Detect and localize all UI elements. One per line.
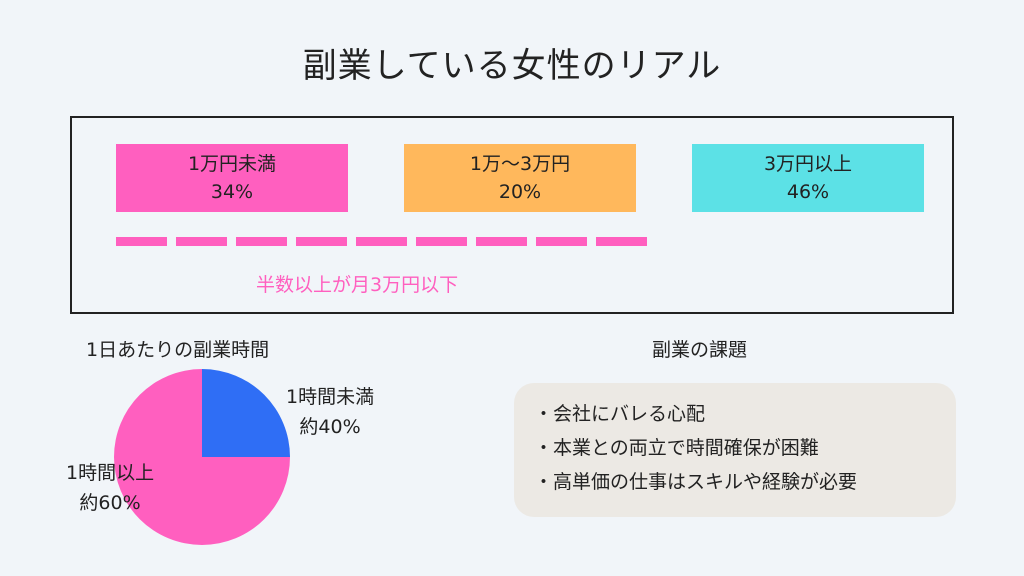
dashed-underline <box>116 237 647 246</box>
issue-item: ・会社にバレる心配 <box>534 403 706 425</box>
income-note: 半数以上が月3万円以下 <box>256 274 459 296</box>
dash-segment <box>236 237 287 246</box>
dash-segment <box>296 237 347 246</box>
bracket-label: 3万円以上 <box>763 153 853 175</box>
income-summary-box: 1万円未満 34% 1万〜3万円 20% 3万円以上 46% 半数以上が月3万円… <box>70 116 954 314</box>
dash-segment <box>596 237 647 246</box>
bracket-value: 20% <box>498 181 542 203</box>
income-bracket-over-30k: 3万円以上 46% <box>692 144 924 212</box>
issue-item: ・高単価の仕事はスキルや経験が必要 <box>534 471 858 493</box>
dash-segment <box>416 237 467 246</box>
dash-segment <box>356 237 407 246</box>
dash-segment <box>536 237 587 246</box>
pie-label-text: 1時間未満 <box>286 386 375 408</box>
pie-label-over-1h: 1時間以上 約60% <box>66 458 154 518</box>
hours-pie-chart <box>114 369 290 545</box>
issues-title: 副業の課題 <box>652 339 748 361</box>
pie-slice-0 <box>202 369 290 457</box>
dash-segment <box>116 237 167 246</box>
bracket-value: 34% <box>210 181 254 203</box>
income-bracket-10k-30k: 1万〜3万円 20% <box>404 144 636 212</box>
pie-label-under-1h: 1時間未満 約40% <box>286 382 374 442</box>
pie-slice-1 <box>114 369 290 545</box>
bracket-label: 1万〜3万円 <box>469 153 571 175</box>
bracket-value: 46% <box>786 181 830 203</box>
dash-segment <box>476 237 527 246</box>
pie-label-text: 1時間以上 <box>66 462 155 484</box>
bracket-label: 1万円未満 <box>187 153 277 175</box>
pie-label-value: 約40% <box>299 416 361 438</box>
income-bracket-under-10k: 1万円未満 34% <box>116 144 348 212</box>
dash-segment <box>176 237 227 246</box>
issue-item: ・本業との両立で時間確保が困難 <box>534 437 819 459</box>
pie-label-value: 約60% <box>79 492 141 514</box>
issues-box: ・会社にバレる心配 ・本業との両立で時間確保が困難 ・高単価の仕事はスキルや経験… <box>514 383 956 517</box>
hours-chart-title: 1日あたりの副業時間 <box>86 339 270 361</box>
page-title: 副業している女性のリアル <box>302 46 722 86</box>
